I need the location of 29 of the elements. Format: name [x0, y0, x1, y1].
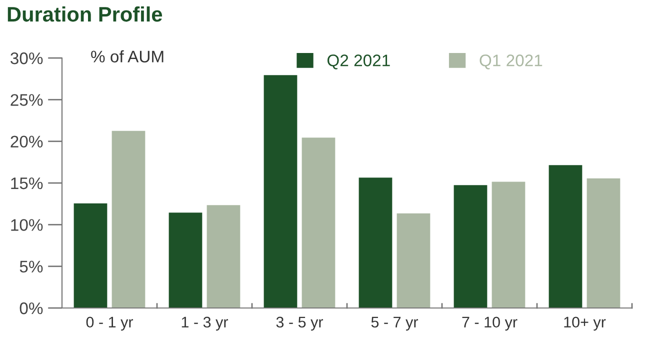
bar	[300, 136, 336, 308]
bar	[548, 164, 584, 308]
bar	[110, 130, 146, 308]
x-tick-label: 1 - 3 yr	[182, 316, 228, 331]
bar	[490, 180, 526, 308]
y-tick-label: 25%	[10, 94, 43, 106]
bar	[262, 74, 298, 308]
y-axis-title: % of AUM	[91, 50, 164, 62]
x-tick-label: 10+ yr	[564, 316, 606, 331]
bar	[452, 184, 488, 308]
legend-label: Q2 2021	[327, 54, 390, 70]
bar	[168, 212, 204, 308]
y-tick-label: 5%	[20, 260, 43, 273]
y-tick-label: 0%	[20, 302, 43, 314]
bar	[72, 202, 108, 308]
y-tick-label: 15%	[11, 177, 43, 190]
x-tick-label: 3 - 5 yr	[276, 316, 324, 331]
y-tick-label: 30%	[10, 52, 43, 64]
y-tick-label: 10%	[11, 219, 43, 231]
x-tick-label: 0 - 1 yr	[86, 316, 134, 331]
bar	[586, 178, 622, 308]
x-tick-label: 5 - 7 yr	[371, 316, 418, 331]
bar	[396, 212, 432, 308]
x-tick-label: 7 - 10 yr	[462, 316, 518, 331]
y-tick-label: 20%	[10, 136, 43, 148]
legend-label: Q1 2021	[480, 54, 542, 70]
bar	[358, 176, 394, 308]
bar	[206, 204, 242, 308]
chart-title: Duration Profile	[8, 6, 162, 22]
